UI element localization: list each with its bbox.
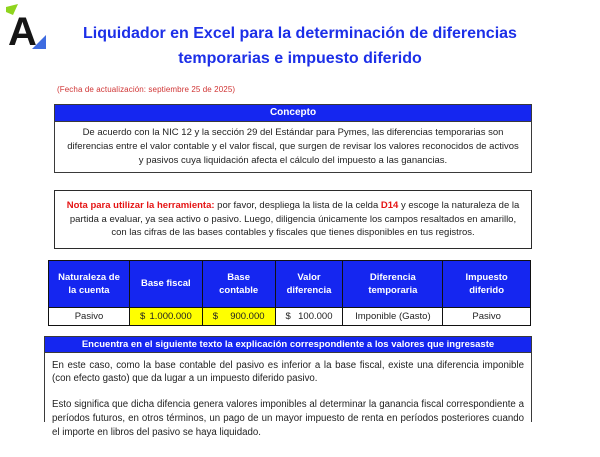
cell-valor-diferencia: $ 100.000 (275, 307, 343, 325)
col-header-base-contable: Base contable (202, 260, 275, 307)
table-header-row: Naturaleza de la cuenta Base fiscal Base… (49, 260, 531, 307)
calculation-table: Naturaleza de la cuenta Base fiscal Base… (48, 260, 531, 326)
table-row: Pasivo $ 1.000.000 $ 900.000 $ (49, 307, 531, 325)
logo-a-icon: A (6, 4, 46, 50)
actualicese-logo: A (6, 4, 46, 50)
cell-naturaleza-dropdown[interactable]: Pasivo (49, 307, 130, 325)
col-header-impuesto-diferido: Impuesto diferido (443, 260, 531, 307)
note-part1: por favor, despliega la lista de la celd… (215, 200, 381, 211)
concept-body-text: De acuerdo con la NIC 12 y la sección 29… (55, 122, 531, 172)
svg-text:A: A (8, 10, 37, 50)
cell-base-fiscal-input[interactable]: $ 1.000.000 (129, 307, 202, 325)
currency-symbol: $ (286, 311, 291, 322)
amount: 100.000 (298, 311, 332, 322)
col-header-naturaleza: Naturaleza de la cuenta (49, 260, 130, 307)
col-header-diferencia-temporaria: Diferencia temporaria (343, 260, 443, 307)
result-paragraph-2: Esto significa que dicha difencia genera… (52, 398, 524, 439)
currency-symbol: $ (140, 311, 145, 322)
cell-diferencia-temporaria: Imponible (Gasto) (343, 307, 443, 325)
cell-base-contable-input[interactable]: $ 900.000 (202, 307, 275, 325)
currency-symbol: $ (213, 311, 218, 322)
page: A Liquidador en Excel para la determinac… (0, 0, 600, 418)
amount: 900.000 (230, 311, 264, 322)
result-section: Encuentra en el siguiente texto la expli… (44, 336, 532, 422)
result-header-bar: Encuentra en el siguiente texto la expli… (45, 337, 531, 353)
cell-reference-d14: D14 (381, 200, 398, 211)
result-paragraph-1: En este caso, como la base contable del … (52, 359, 524, 387)
concept-section: Concepto De acuerdo con la NIC 12 y la s… (54, 104, 532, 173)
page-title: Liquidador en Excel para la determinació… (65, 0, 535, 71)
amount: 1.000.000 (149, 311, 191, 322)
cell-impuesto-diferido: Pasivo (443, 307, 531, 325)
note-text: Nota para utilizar la herramienta: por f… (65, 199, 521, 240)
result-body: En este caso, como la base contable del … (45, 353, 531, 457)
note-section: Nota para utilizar la herramienta: por f… (54, 190, 532, 249)
col-header-base-fiscal: Base fiscal (129, 260, 202, 307)
col-header-valor-diferencia: Valor diferencia (275, 260, 343, 307)
update-date: (Fecha de actualización: septiembre 25 d… (57, 85, 600, 94)
concept-header-bar: Concepto (55, 105, 531, 122)
note-lead: Nota para utilizar la herramienta: (67, 200, 215, 211)
header: A Liquidador en Excel para la determinac… (0, 0, 600, 78)
